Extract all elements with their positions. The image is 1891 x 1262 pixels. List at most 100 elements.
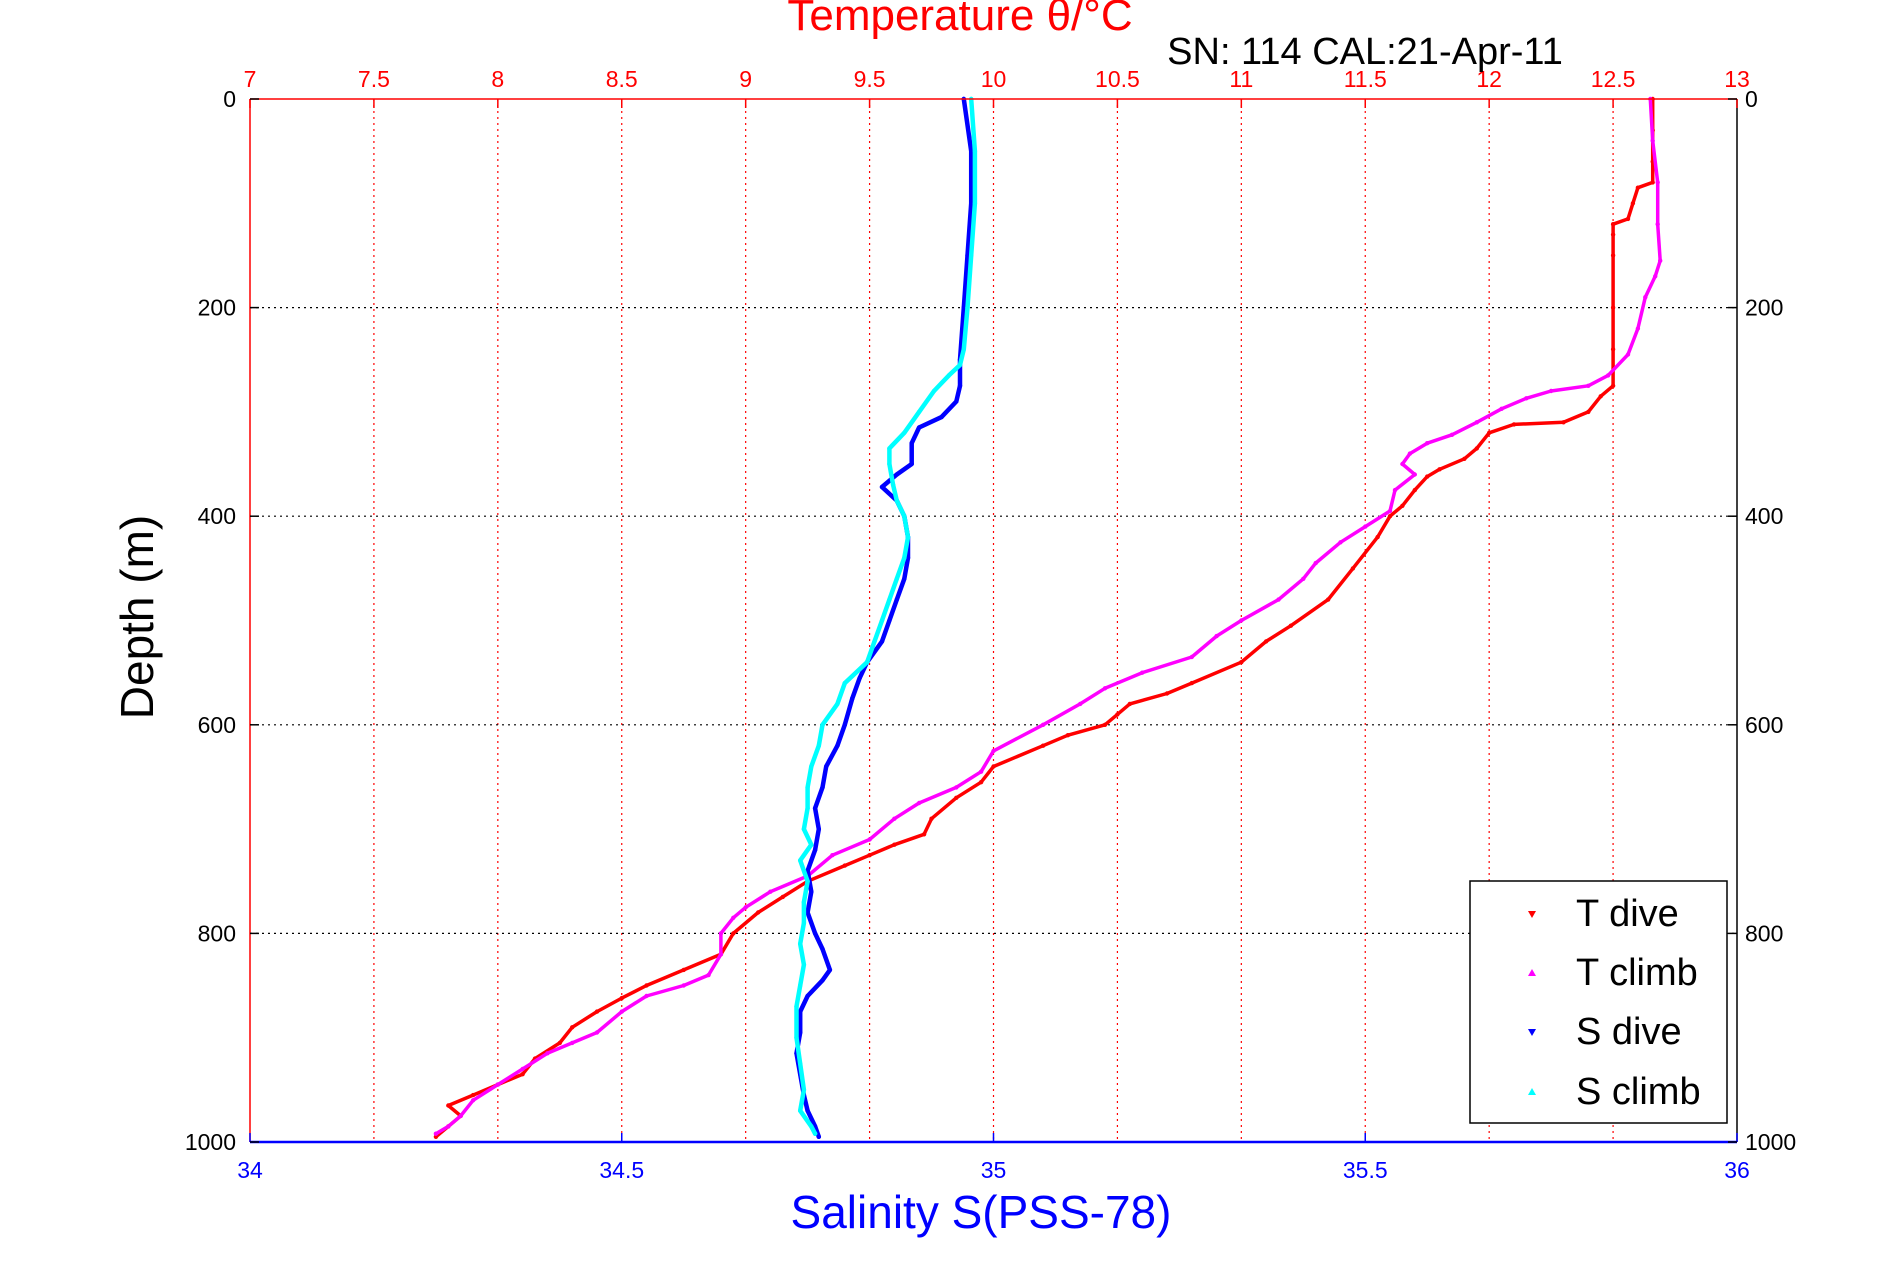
data-point-s-dive bbox=[879, 484, 885, 490]
depth-tick-label-left: 400 bbox=[198, 503, 236, 529]
data-point-s-dive bbox=[809, 889, 814, 894]
legend: T dive T climb S dive S climb bbox=[1469, 880, 1728, 1124]
data-point-t-dive bbox=[929, 816, 934, 821]
data-point-s-climb bbox=[805, 785, 810, 790]
data-point-s-dive bbox=[816, 1134, 821, 1140]
data-point-s-dive bbox=[957, 383, 963, 388]
data-point-t-climb bbox=[520, 1066, 525, 1072]
data-point-s-climb bbox=[812, 1131, 818, 1136]
data-point-s-climb bbox=[801, 920, 807, 926]
data-point-t-dive bbox=[954, 795, 959, 800]
data-point-t-dive bbox=[1610, 222, 1616, 227]
data-point-t-dive bbox=[1425, 474, 1430, 479]
data-point-t-climb bbox=[681, 983, 686, 988]
data-point-t-dive bbox=[1586, 409, 1591, 415]
data-point-t-climb bbox=[991, 748, 996, 754]
data-point-t-climb bbox=[1387, 508, 1393, 514]
salinity-tick-label: 35 bbox=[981, 1157, 1007, 1183]
data-point-t-climb bbox=[1078, 701, 1083, 707]
data-point-t-climb bbox=[458, 1113, 463, 1119]
data-point-s-dive bbox=[887, 618, 892, 623]
data-point-t-dive bbox=[1400, 503, 1405, 508]
data-point-t-dive bbox=[520, 1072, 525, 1077]
data-point-s-climb bbox=[969, 253, 974, 258]
data-point-s-climb bbox=[887, 597, 892, 602]
temperature-tick-label: 11 bbox=[1229, 66, 1253, 92]
data-point-t-dive bbox=[446, 1103, 451, 1108]
data-point-s-climb bbox=[887, 446, 892, 451]
data-point-s-climb bbox=[820, 722, 825, 727]
data-point-t-dive bbox=[1650, 180, 1655, 185]
data-point-t-climb bbox=[1102, 686, 1108, 691]
data-point-s-dive bbox=[812, 931, 818, 936]
data-point-s-dive bbox=[954, 399, 959, 404]
temperature-tick-label: 12 bbox=[1476, 66, 1502, 92]
data-point-s-dive bbox=[969, 149, 974, 154]
data-point-t-dive bbox=[1474, 446, 1480, 451]
legend-marker-t-climb bbox=[1528, 969, 1536, 976]
data-point-s-climb bbox=[798, 941, 803, 946]
data-point-t-climb bbox=[1635, 326, 1641, 331]
depth-tick-label-left: 0 bbox=[223, 86, 236, 112]
data-point-t-climb bbox=[1643, 295, 1648, 300]
data-point-t-dive bbox=[978, 780, 984, 785]
data-point-t-dive bbox=[1610, 347, 1616, 352]
data-point-s-climb bbox=[890, 482, 896, 488]
data-point-t-dive bbox=[780, 894, 785, 900]
data-point-s-climb bbox=[916, 409, 922, 415]
data-point-s-dive bbox=[827, 967, 833, 973]
data-point-s-climb bbox=[879, 618, 885, 623]
data-point-s-climb bbox=[809, 842, 814, 847]
temperature-tick-label: 9.5 bbox=[854, 66, 886, 92]
data-point-t-dive bbox=[1610, 383, 1616, 388]
depth-tick-label-right: 0 bbox=[1745, 86, 1758, 112]
data-point-t-dive bbox=[991, 764, 996, 769]
data-point-s-climb bbox=[798, 1108, 803, 1113]
data-point-t-dive bbox=[755, 910, 761, 915]
data-point-t-dive bbox=[1610, 232, 1616, 237]
legend-marker-t-dive bbox=[1528, 911, 1536, 918]
legend-label-s-climb: S climb bbox=[1576, 1071, 1701, 1113]
depth-tick-label-right: 400 bbox=[1745, 503, 1783, 529]
data-point-s-climb bbox=[801, 1087, 807, 1093]
data-point-s-dive bbox=[816, 826, 821, 832]
data-point-t-climb bbox=[446, 1124, 451, 1129]
data-point-s-climb bbox=[902, 555, 907, 561]
data-point-s-dive bbox=[812, 847, 818, 853]
data-point-t-climb bbox=[892, 816, 897, 821]
data-point-s-climb bbox=[835, 701, 840, 707]
legend-label-t-climb: T climb bbox=[1576, 952, 1698, 994]
data-point-s-climb bbox=[798, 983, 803, 988]
data-point-s-dive bbox=[909, 461, 914, 467]
data-point-s-dive bbox=[894, 472, 899, 477]
data-point-s-dive bbox=[835, 743, 840, 748]
depth-tick-label-left: 1000 bbox=[185, 1129, 236, 1155]
data-point-t-dive bbox=[867, 853, 872, 858]
data-point-t-climb bbox=[594, 1030, 600, 1035]
data-point-s-climb bbox=[902, 430, 907, 435]
temperature-tick-label: 12.5 bbox=[1591, 66, 1636, 92]
data-point-t-climb bbox=[1338, 540, 1343, 545]
data-point-t-dive bbox=[1288, 623, 1294, 628]
data-point-t-climb bbox=[1140, 670, 1145, 675]
data-point-s-dive bbox=[902, 576, 907, 581]
legend-box bbox=[1469, 880, 1728, 1124]
legend-label-s-dive: S dive bbox=[1576, 1011, 1682, 1053]
data-point-t-dive bbox=[570, 1025, 575, 1030]
data-point-t-dive bbox=[681, 967, 686, 973]
data-point-s-climb bbox=[805, 879, 810, 884]
salinity-tick-label: 35.5 bbox=[1343, 1157, 1388, 1183]
data-point-s-climb bbox=[842, 680, 847, 686]
data-point-s-climb bbox=[905, 534, 911, 540]
data-point-t-climb bbox=[1655, 222, 1660, 227]
data-point-t-climb bbox=[1655, 180, 1660, 185]
salinity-axis-title: Salinity S(PSS-78) bbox=[791, 1186, 1172, 1238]
data-point-s-dive bbox=[857, 675, 862, 681]
data-point-t-dive bbox=[1189, 680, 1195, 686]
data-point-t-dive bbox=[1164, 691, 1170, 696]
data-point-s-climb bbox=[864, 660, 870, 665]
data-point-t-dive bbox=[1040, 743, 1046, 748]
legend-label-t-dive: T dive bbox=[1576, 893, 1679, 935]
data-point-t-dive bbox=[1635, 185, 1641, 190]
data-point-t-dive bbox=[1487, 430, 1492, 435]
